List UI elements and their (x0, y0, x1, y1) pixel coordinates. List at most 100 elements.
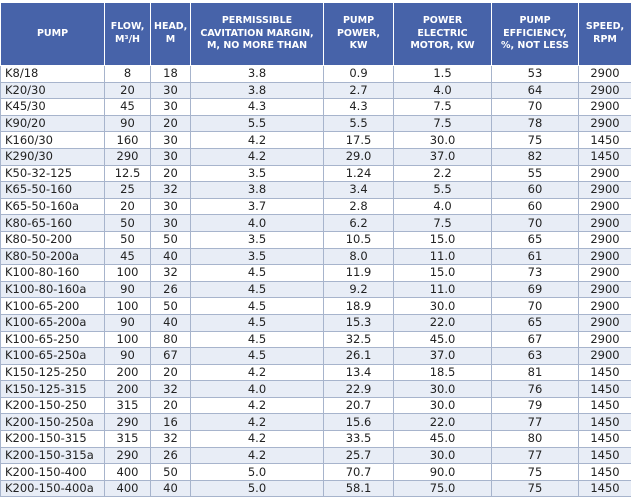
cell: 5.5 (190, 114, 324, 133)
cell: 50 (150, 230, 191, 249)
cell: 5.0 (190, 479, 324, 498)
cell: 4.2 (190, 363, 324, 382)
cell: 4.3 (323, 98, 394, 116)
cell: 67 (491, 330, 579, 349)
pump-name: K200-150-315 (0, 430, 105, 448)
pump-name: K100-65-250a (0, 347, 105, 365)
cell: 70 (491, 98, 579, 116)
cell: 2900 (578, 164, 631, 183)
pump-name: K160/30 (0, 131, 105, 149)
cell: 9.2 (323, 280, 394, 299)
cell: 30 (150, 214, 191, 232)
cell: 22.0 (393, 313, 492, 332)
cell: 100 (104, 297, 151, 315)
cell: 3.8 (190, 181, 324, 199)
cell: 82 (491, 147, 579, 166)
cell: 4.3 (190, 98, 324, 116)
cell: 32 (150, 430, 191, 448)
cell: 7.5 (393, 98, 492, 116)
cell: 315 (104, 396, 151, 415)
cell: 60 (491, 197, 579, 216)
pump-name: K80-50-200 (0, 230, 105, 249)
cell: 4.2 (190, 131, 324, 149)
cell: 25 (104, 181, 151, 199)
cell: 79 (491, 396, 579, 415)
cell: 90 (104, 313, 151, 332)
cell: 70.7 (323, 463, 394, 481)
table-row: K65-50-160a 20 30 3.7 2.8 4.0 60 2900 (0, 197, 631, 216)
cell: 5.0 (190, 463, 324, 481)
pump-name: K45/30 (0, 98, 105, 116)
cell: 11.0 (393, 247, 492, 266)
cell: 2.8 (323, 197, 394, 216)
cell: 30.0 (393, 396, 492, 415)
cell: 0.9 (323, 65, 394, 83)
cell: 30 (150, 131, 191, 149)
header-row: PUMP FLOW, M³/H HEAD, M PERMISSIBLE CAVITAT… (0, 2, 631, 66)
cell: 55 (491, 164, 579, 183)
cell: 78 (491, 114, 579, 133)
table-row: K200-150-250a 290 16 4.2 15.6 22.0 77 1450 (0, 413, 631, 432)
cell: 4.2 (190, 430, 324, 448)
cell: 1450 (578, 413, 631, 432)
header-cell: PUMP EFFICIENCY, %, NOT LESS (491, 2, 579, 66)
cell: 65 (491, 313, 579, 332)
cell: 80 (491, 430, 579, 448)
cell: 15.0 (393, 230, 492, 249)
cell: 1450 (578, 363, 631, 382)
cell: 2.2 (393, 164, 492, 183)
cell: 53 (491, 65, 579, 83)
cell: 2900 (578, 347, 631, 365)
table-row: K200-150-400 400 50 5.0 70.7 90.0 75 1450 (0, 463, 631, 481)
cell: 25.7 (323, 446, 394, 465)
cell: 2900 (578, 280, 631, 299)
cell: 30 (150, 147, 191, 166)
cell: 3.8 (190, 65, 324, 83)
cell: 20 (150, 164, 191, 183)
cell: 20 (150, 396, 191, 415)
cell: 75 (491, 463, 579, 481)
cell: 2900 (578, 181, 631, 199)
cell: 32 (150, 181, 191, 199)
header-cell: SPEED, RPM (578, 2, 631, 66)
cell: 50 (104, 214, 151, 232)
cell: 15.6 (323, 413, 394, 432)
cell: 10.5 (323, 230, 394, 249)
pump-name: K150-125-315 (0, 380, 105, 398)
cell: 2900 (578, 313, 631, 332)
table-row: K200-150-250 315 20 4.2 20.7 30.0 79 1450 (0, 396, 631, 415)
cell: 37.0 (393, 347, 492, 365)
cell: 200 (104, 380, 151, 398)
cell: 290 (104, 413, 151, 432)
table-row: K150-125-250 200 20 4.2 13.4 18.5 81 1450 (0, 363, 631, 382)
pump-name: K200-150-250 (0, 396, 105, 415)
cell: 5.5 (323, 114, 394, 133)
cell: 40 (150, 313, 191, 332)
cell: 2900 (578, 81, 631, 100)
cell: 100 (104, 264, 151, 282)
cell: 1450 (578, 463, 631, 481)
cell: 2900 (578, 247, 631, 266)
cell: 32 (150, 264, 191, 282)
cell: 4.5 (190, 280, 324, 299)
cell: 4.2 (190, 446, 324, 465)
cell: 8.0 (323, 247, 394, 266)
pump-name: K200-150-400a (0, 479, 105, 498)
pump-name: K80-65-160 (0, 214, 105, 232)
cell: 290 (104, 147, 151, 166)
cell: 40 (150, 479, 191, 498)
cell: 1450 (578, 430, 631, 448)
cell: 90 (104, 114, 151, 133)
cell: 2900 (578, 330, 631, 349)
cell: 2.7 (323, 81, 394, 100)
cell: 100 (104, 330, 151, 349)
header-cell: FLOW, M³/H (104, 2, 151, 66)
cell: 29.0 (323, 147, 394, 166)
cell: 90 (104, 280, 151, 299)
cell: 32.5 (323, 330, 394, 349)
cell: 12.5 (104, 164, 151, 183)
cell: 50 (150, 463, 191, 481)
pump-name: K200-150-315a (0, 446, 105, 465)
cell: 81 (491, 363, 579, 382)
cell: 45.0 (393, 430, 492, 448)
